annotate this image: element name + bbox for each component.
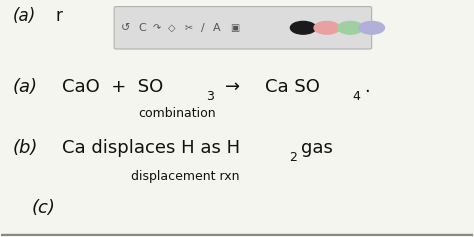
Text: 2: 2 [289,151,297,164]
Text: (a): (a) [12,7,36,25]
Circle shape [359,21,384,34]
Text: combination: combination [138,107,215,120]
Circle shape [314,21,339,34]
Text: displacement rxn: displacement rxn [131,170,239,183]
Text: (a): (a) [12,78,37,96]
Text: C: C [138,23,146,33]
Text: ↷: ↷ [153,23,161,33]
Text: gas: gas [301,139,333,157]
Text: .: . [365,78,370,96]
Text: 4: 4 [353,90,361,103]
Text: (c): (c) [31,199,55,217]
Text: ✂: ✂ [185,23,193,33]
Text: Ca displaces H as H: Ca displaces H as H [62,139,240,157]
Text: ↺: ↺ [121,23,131,33]
Bar [0,234,474,237]
FancyBboxPatch shape [114,7,372,49]
Text: (b): (b) [12,139,38,157]
Text: ▣: ▣ [230,23,239,33]
Text: r: r [55,7,62,25]
Circle shape [337,21,363,34]
Text: →: → [225,78,240,96]
Circle shape [291,21,316,34]
Text: Ca SO: Ca SO [265,78,320,96]
Text: CaO  +  SO: CaO + SO [62,78,164,96]
Text: A: A [213,23,221,33]
Text: /: / [201,23,205,33]
Text: ◇: ◇ [168,23,175,33]
Text: 3: 3 [206,90,214,103]
